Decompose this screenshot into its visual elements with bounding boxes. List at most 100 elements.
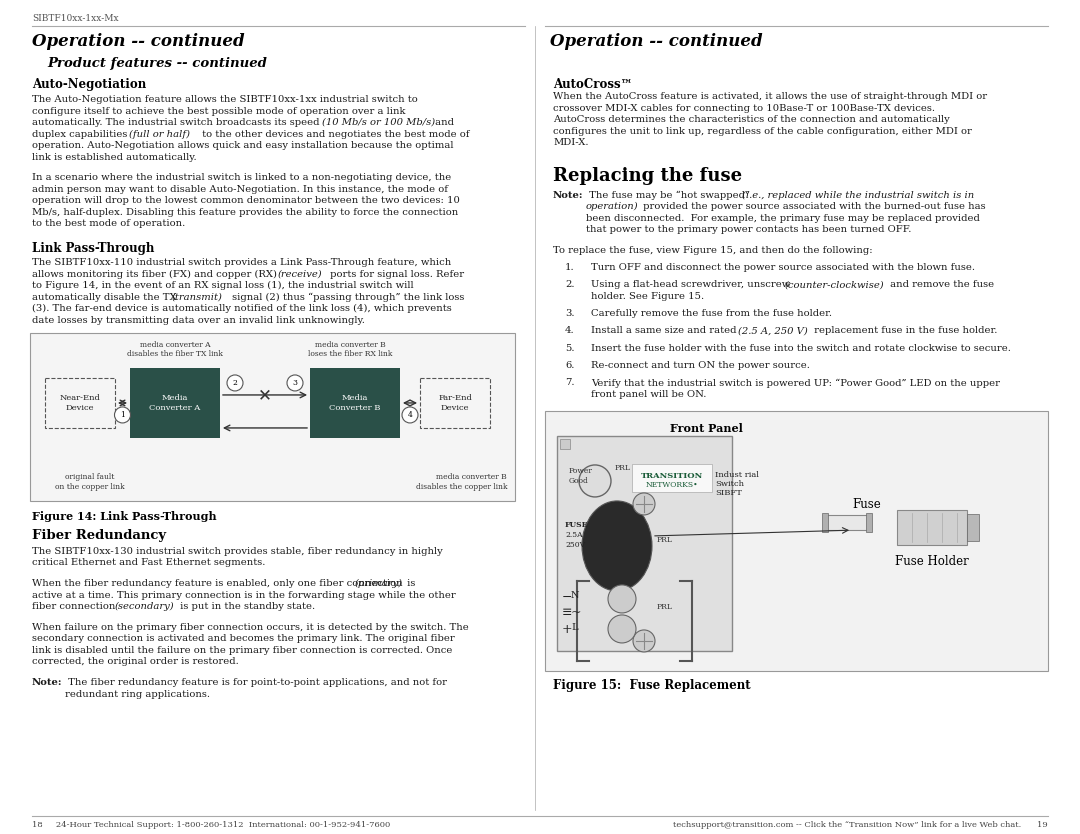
Circle shape (608, 585, 636, 613)
Text: +: + (562, 623, 572, 636)
Text: N: N (571, 591, 580, 600)
Bar (632, 464, 712, 492)
Text: 6.: 6. (565, 361, 575, 370)
Text: Operation -- continued: Operation -- continued (32, 33, 245, 50)
Bar (420, 378, 490, 428)
Text: front panel will be ON.: front panel will be ON. (591, 389, 706, 399)
Text: active at a time. This primary connection is in the forwarding stage while the o: active at a time. This primary connectio… (32, 590, 456, 600)
Text: (full or half): (full or half) (129, 129, 190, 138)
Circle shape (579, 465, 611, 497)
Text: corrected, the original order is restored.: corrected, the original order is restore… (32, 657, 239, 666)
Circle shape (633, 493, 654, 515)
Bar (557, 436, 732, 651)
Bar (561, 439, 570, 449)
Bar (45, 378, 114, 428)
Text: (i.e., replaced while the industrial switch is in: (i.e., replaced while the industrial swi… (742, 191, 974, 200)
Text: L: L (571, 623, 578, 632)
Text: In a scenario where the industrial switch is linked to a non-negotiating device,: In a scenario where the industrial switc… (32, 173, 451, 182)
Text: (transmit): (transmit) (172, 293, 222, 302)
Text: operation): operation) (586, 203, 638, 211)
Circle shape (227, 375, 243, 391)
Text: ports for signal loss. Refer: ports for signal loss. Refer (327, 269, 464, 279)
Text: Install a same size and rated: Install a same size and rated (591, 326, 740, 335)
Text: Auto-Negotiation: Auto-Negotiation (32, 78, 146, 91)
Text: Fuse Holder: Fuse Holder (895, 555, 969, 568)
Text: redundant ring applications.: redundant ring applications. (65, 690, 210, 699)
Text: automatically disable the TX: automatically disable the TX (32, 293, 179, 302)
Text: Re-connect and turn ON the power source.: Re-connect and turn ON the power source. (591, 361, 810, 370)
Text: Mb/s, half-duplex. Disabling this feature provides the ability to force the conn: Mb/s, half-duplex. Disabling this featur… (32, 208, 458, 217)
Text: Media
Converter B: Media Converter B (329, 394, 380, 411)
Text: link is disabled until the failure on the primary fiber connection is corrected.: link is disabled until the failure on th… (32, 646, 453, 655)
Text: disables the copper link: disables the copper link (416, 483, 507, 491)
Text: secondary connection is activated and becomes the primary link. The original fib: secondary connection is activated and be… (32, 635, 455, 643)
Text: 250V: 250V (565, 541, 585, 549)
Text: Fuse: Fuse (852, 498, 881, 511)
Text: duplex capabilities: duplex capabilities (32, 129, 131, 138)
Text: been disconnected.  For example, the primary fuse may be replaced provided: been disconnected. For example, the prim… (586, 214, 980, 223)
Text: allows monitoring its fiber (FX) and copper (RX): allows monitoring its fiber (FX) and cop… (32, 269, 280, 279)
Bar (545, 411, 1048, 671)
Text: date losses by transmitting data over an invalid link unknowingly.: date losses by transmitting data over an… (32, 316, 365, 324)
Text: media converter B: media converter B (436, 473, 507, 481)
Text: The SIBTF10xx-130 industrial switch provides stable, fiber redundancy in highly: The SIBTF10xx-130 industrial switch prov… (32, 547, 443, 556)
Text: disables the fiber TX link: disables the fiber TX link (127, 350, 222, 358)
Text: original fault: original fault (65, 473, 114, 481)
Text: Replacing the fuse: Replacing the fuse (553, 167, 742, 185)
Text: 3.: 3. (565, 309, 575, 319)
Text: holder. See Figure 15.: holder. See Figure 15. (591, 292, 704, 301)
Text: Figure 14: Link Pass-Through: Figure 14: Link Pass-Through (32, 511, 217, 522)
Text: provided the power source associated with the burned-out fuse has: provided the power source associated wit… (640, 203, 986, 211)
Text: MDI-X.: MDI-X. (553, 138, 589, 147)
Text: Using a flat-head screwdriver, unscrew: Using a flat-head screwdriver, unscrew (591, 280, 794, 289)
Bar (866, 513, 872, 532)
Text: automatically. The industrial switch broadcasts its speed: automatically. The industrial switch bro… (32, 118, 323, 127)
Text: fiber connection: fiber connection (32, 602, 119, 611)
Text: FUSE: FUSE (565, 521, 589, 529)
Text: Far-End
Device: Far-End Device (438, 394, 472, 411)
Circle shape (287, 375, 303, 391)
Text: 5.: 5. (565, 344, 575, 353)
Text: 4.: 4. (565, 326, 575, 335)
Bar (827, 515, 867, 530)
Text: is put in the standby state.: is put in the standby state. (177, 602, 315, 611)
Text: signal (2) thus “passing through” the link loss: signal (2) thus “passing through” the li… (229, 293, 464, 302)
Text: 1: 1 (120, 411, 125, 419)
Text: media converter B: media converter B (314, 341, 386, 349)
Text: (counter-clockwise): (counter-clockwise) (785, 280, 885, 289)
Text: Turn OFF and disconnect the power source associated with the blown fuse.: Turn OFF and disconnect the power source… (591, 264, 975, 272)
Text: and: and (432, 118, 454, 127)
Text: operation will drop to the lowest common denominator between the two devices: 10: operation will drop to the lowest common… (32, 196, 460, 205)
Text: Figure 15:  Fuse Replacement: Figure 15: Fuse Replacement (553, 679, 751, 692)
Text: 1.: 1. (565, 264, 575, 272)
Text: operation. Auto-Negotiation allows quick and easy installation because the optim: operation. Auto-Negotiation allows quick… (32, 141, 454, 150)
Ellipse shape (582, 501, 652, 591)
Text: Operation -- continued: Operation -- continued (550, 33, 762, 50)
Text: Carefully remove the fuse from the fuse holder.: Carefully remove the fuse from the fuse … (591, 309, 832, 319)
Text: Note:: Note: (553, 191, 583, 200)
Text: critical Ethernet and Fast Ethernet segments.: critical Ethernet and Fast Ethernet segm… (32, 559, 266, 567)
Text: 3: 3 (293, 379, 297, 387)
Text: configure itself to achieve the best possible mode of operation over a link: configure itself to achieve the best pos… (32, 107, 405, 115)
Text: (receive): (receive) (278, 269, 323, 279)
Text: Insert the fuse holder with the fuse into the switch and rotate clockwise to sec: Insert the fuse holder with the fuse int… (591, 344, 1011, 353)
Text: 18     24-Hour Technical Support: 1-800-260-1312  International: 00-1-952-941-76: 18 24-Hour Technical Support: 1-800-260-… (32, 821, 390, 829)
Text: on the copper link: on the copper link (55, 483, 125, 491)
Text: PRL: PRL (657, 603, 673, 611)
Text: The fiber redundancy feature is for point-to-point applications, and not for: The fiber redundancy feature is for poin… (65, 678, 447, 687)
Circle shape (633, 630, 654, 652)
Text: techsupport@transition.com -- Click the “Transition Now” link for a live Web cha: techsupport@transition.com -- Click the … (673, 821, 1048, 829)
Bar (897, 510, 967, 545)
Text: to the other devices and negotiates the best mode of: to the other devices and negotiates the … (199, 129, 470, 138)
Bar (310, 368, 400, 438)
Text: ✕: ✕ (258, 386, 272, 404)
Text: crossover MDI-X cables for connecting to 10Base-T or 100Base-TX devices.: crossover MDI-X cables for connecting to… (553, 103, 935, 113)
Bar (130, 368, 220, 438)
Text: The fuse may be “hot swapped”: The fuse may be “hot swapped” (586, 191, 753, 200)
Text: PRL: PRL (657, 536, 673, 544)
Text: Link Pass-Through: Link Pass-Through (32, 242, 154, 255)
Text: (3). The far-end device is automatically notified of the link loss (4), which pr: (3). The far-end device is automatically… (32, 304, 451, 314)
Text: ~: ~ (571, 606, 581, 619)
Bar (822, 513, 828, 532)
Bar (967, 514, 978, 541)
